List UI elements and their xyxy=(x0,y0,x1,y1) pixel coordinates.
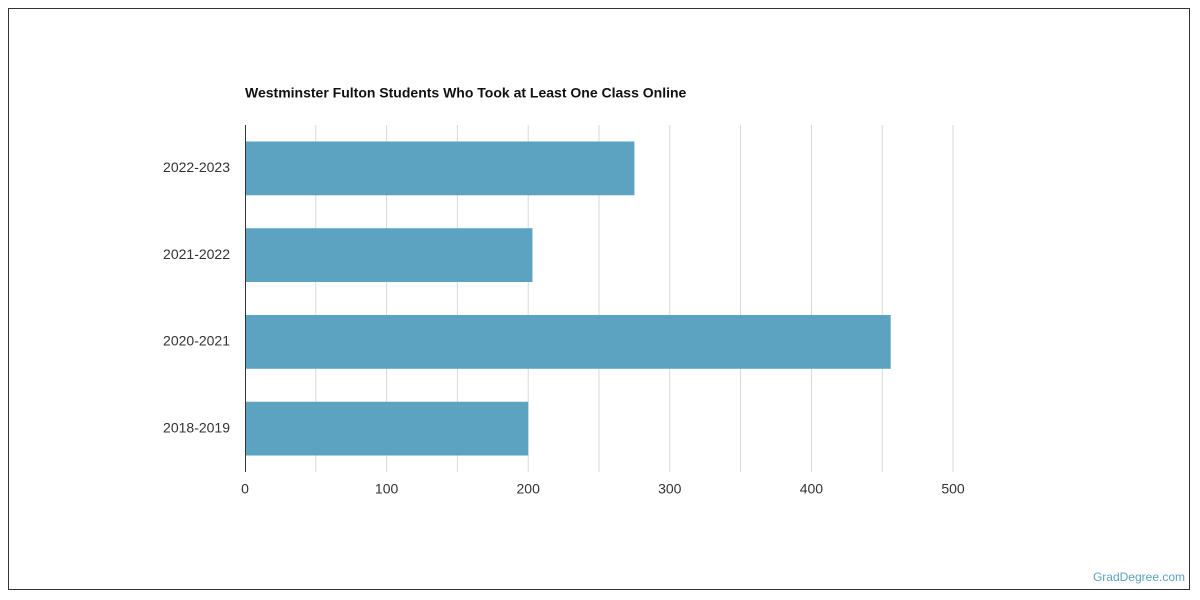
bar xyxy=(245,314,891,369)
x-tick-label: 0 xyxy=(241,481,249,497)
y-tick-label: 2020-2021 xyxy=(163,333,230,349)
x-tick-label: 100 xyxy=(375,481,399,497)
x-tick-label: 300 xyxy=(658,481,682,497)
bar xyxy=(245,141,635,196)
watermark[interactable]: GradDegree.com xyxy=(1093,570,1185,584)
y-tick-label: 2018-2019 xyxy=(163,419,230,435)
y-tick-label: 2022-2023 xyxy=(163,159,230,175)
bar xyxy=(245,228,533,283)
chart-title: Westminster Fulton Students Who Took at … xyxy=(245,85,687,101)
x-tick-label: 400 xyxy=(800,481,824,497)
y-tick-label: 2021-2022 xyxy=(163,246,230,262)
bar xyxy=(245,401,529,456)
x-tick-label: 200 xyxy=(517,481,541,497)
x-tick-label: 500 xyxy=(941,481,965,497)
